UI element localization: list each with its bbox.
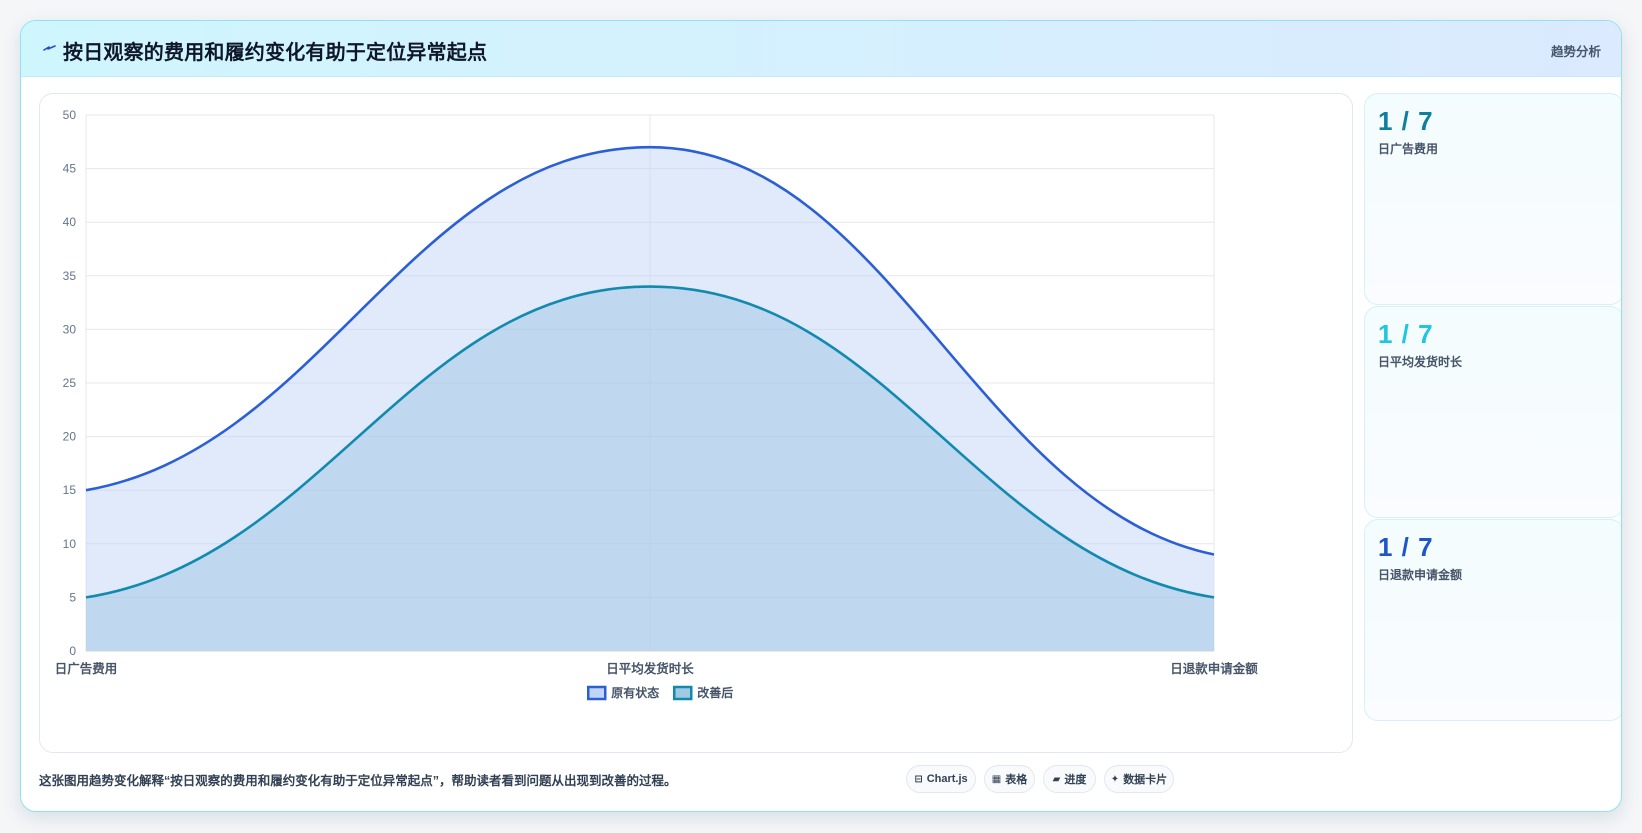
y-tick-label: 20 bbox=[63, 430, 77, 444]
stat-value: 1 / 7 bbox=[1378, 532, 1434, 562]
y-tick-label: 35 bbox=[63, 269, 77, 283]
series-line-2 bbox=[85, 285, 1215, 599]
chip-label: Chart.js bbox=[926, 773, 968, 785]
chart-caption: 这张图用趋势变化解释“按日观察的费用和履约变化有助于定位异常起点”，帮助读者看到… bbox=[39, 774, 677, 788]
stat-card-ad-cost: 1 / 7 日广告费用 bbox=[1364, 93, 1621, 305]
y-tick-label: 45 bbox=[63, 162, 77, 176]
chart-panel: 0 5 10 15 20 25 30 35 40 45 50 日广告费用 日平均发货时长 日退款申请金额原… bbox=[39, 93, 1353, 753]
x-tick-label: 日退款申请金额 bbox=[1170, 661, 1258, 676]
legend-label: 改善后 bbox=[697, 685, 733, 700]
area-chart: 0 5 10 15 20 25 30 35 40 45 50 日广告费用 日平均发货时长 日退款申请金额原… bbox=[55, 108, 1258, 701]
chip-data-card[interactable]: ✦ 数据卡片 bbox=[1104, 765, 1174, 793]
y-tick-label: 25 bbox=[63, 376, 77, 390]
chart-icon: ⊟ bbox=[914, 773, 923, 785]
chip-label: 进度 bbox=[1064, 774, 1087, 786]
legend-swatch bbox=[673, 685, 693, 701]
y-tick-label: 0 bbox=[69, 644, 76, 658]
category-tag: 趋势分析 bbox=[1550, 45, 1601, 59]
stat-value: 1 / 7 bbox=[1378, 106, 1434, 136]
series-area-2 bbox=[86, 286, 1214, 651]
chart-card: 按日观察的费用和履约变化有助于定位异常起点 趋势分析 0 5 10 15 20 25 30 3… bbox=[20, 20, 1622, 812]
chip-progress[interactable]: ▰ 进度 bbox=[1043, 765, 1096, 793]
y-tick-label: 50 bbox=[63, 108, 77, 122]
stat-label: 日广告费用 bbox=[1378, 142, 1439, 156]
chip-table[interactable]: ▦ 表格 bbox=[984, 765, 1035, 793]
stat-value: 1 / 7 bbox=[1378, 319, 1434, 349]
legend-label: 原有状态 bbox=[611, 685, 659, 700]
trend-icon bbox=[43, 45, 56, 51]
chip-label: 表格 bbox=[1005, 774, 1028, 786]
stat-label: 日退款申请金额 bbox=[1378, 568, 1463, 582]
x-tick-label: 日广告费用 bbox=[55, 661, 118, 676]
chip-label: 数据卡片 bbox=[1123, 774, 1168, 786]
stat-card-refund-amount: 1 / 7 日退款申请金额 bbox=[1364, 519, 1621, 721]
y-tick-label: 10 bbox=[63, 537, 77, 551]
stat-card-shipping-time: 1 / 7 日平均发货时长 bbox=[1364, 306, 1621, 518]
chip-chartjs[interactable]: ⊟ Chart.js bbox=[906, 765, 976, 793]
x-tick-label: 日平均发货时长 bbox=[606, 661, 694, 676]
table-icon: ▦ bbox=[991, 773, 1002, 785]
series-area-1 bbox=[86, 147, 1214, 651]
series-line-1 bbox=[85, 145, 1215, 556]
y-tick-label: 30 bbox=[63, 322, 77, 336]
card-header: 按日观察的费用和履约变化有助于定位异常起点 趋势分析 bbox=[21, 21, 1621, 77]
y-tick-label: 15 bbox=[63, 483, 77, 497]
y-tick-label: 40 bbox=[63, 215, 77, 229]
page-title: 按日观察的费用和履约变化有助于定位异常起点 bbox=[63, 42, 488, 64]
progress-icon: ▰ bbox=[1052, 773, 1061, 785]
legend-swatch bbox=[587, 685, 607, 701]
stat-label: 日平均发货时长 bbox=[1378, 355, 1463, 369]
y-tick-label: 5 bbox=[69, 590, 76, 604]
sparkle-icon: ✦ bbox=[1110, 773, 1120, 785]
